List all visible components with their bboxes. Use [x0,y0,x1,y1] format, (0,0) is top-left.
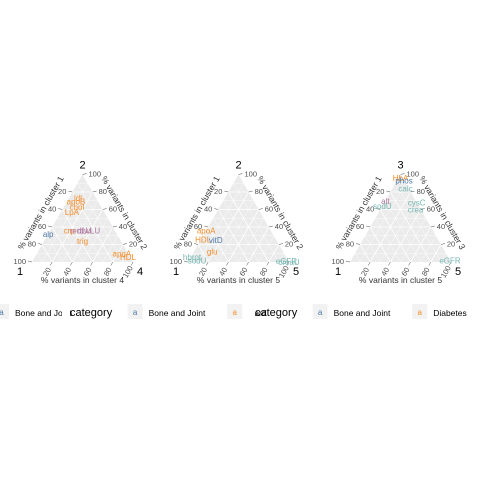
legend-title: category [255,307,298,319]
tick-mark [267,262,269,266]
tick-mark [259,209,263,210]
tick-mark [50,262,52,266]
tick-mark [269,226,273,227]
legend-glyph: a [318,308,323,317]
tick-mark [68,191,72,192]
data-label-calc: calc [398,185,412,194]
tick-mark [239,174,243,175]
data-label-sodu: sodU [188,256,207,265]
tick-mark [366,226,370,227]
data-label-glu: glu [207,248,218,257]
tick-mark [214,209,218,210]
tick-label-left: 100 [331,257,344,266]
tick-mark [111,262,113,266]
tick-mark [131,262,133,266]
axis-title-bottom: % variants in cluster 5 [197,275,280,285]
legend-gap [62,300,70,320]
tick-mark [226,262,228,266]
tick-label-left: 100 [169,257,182,266]
data-label-crea: crea [408,206,424,215]
legend-1: a Bone and Joint [0,304,72,319]
data-label-alp: alp [43,230,54,239]
corner-label-right: 4 [137,266,143,278]
corner-label-right: 5 [455,266,461,278]
tick-mark [93,191,97,192]
tick-mark [224,191,228,192]
tick-label-right: 100 [245,170,258,179]
data-label-vitd: vitD [209,236,223,245]
tick-mark [388,262,390,266]
corner-label-right: 5 [293,266,299,278]
tick-mark [28,261,32,262]
corner-label-left: 1 [335,266,341,278]
data-label-sodu: sodU [373,202,392,211]
legend-glyph: a [133,308,138,317]
axis-title-bottom: % variants in cluster 4 [41,275,124,285]
tick-mark [91,262,93,266]
legend-entry-label: Bone and Joint [334,308,391,318]
data-label-egfr: eGFR [439,256,461,265]
tick-mark [48,226,52,227]
tick-mark [279,244,283,245]
data-label-hdl: HDL [120,253,137,262]
tick-mark [431,226,435,227]
tick-mark [206,262,208,266]
corner-label-top: 2 [235,160,241,172]
legend-glyph: a [417,308,422,317]
axis-title-bottom: % variants in cluster 5 [359,275,442,285]
tick-label-right: 100 [89,170,102,179]
tick-mark [113,226,117,227]
tick-mark [441,244,445,245]
corner-label-top: 3 [397,160,403,172]
data-label-lpa: LpA [65,208,80,217]
tick-mark [346,261,350,262]
data-label-trig: trig [77,237,88,246]
legend-2: category a Bone and Joint a Card [70,304,267,319]
tick-mark [356,244,360,245]
data-label-creau: creaU [278,258,300,267]
tick-mark [386,191,390,192]
data-label-apoa: apoA [197,227,216,236]
data-label-rdwlu: rdwLU [77,227,100,236]
tick-mark [247,262,249,266]
legend-entry-label: Diabetes [433,308,467,318]
tick-mark [249,191,253,192]
tick-mark [70,262,72,266]
tick-mark [58,209,62,210]
legend-glyph: a [0,308,4,317]
tick-label-left: 100 [13,257,26,266]
legend-gap [248,300,255,320]
tick-mark [409,262,411,266]
tick-mark [123,244,127,245]
legend-title: category [70,307,113,319]
tick-mark [83,174,87,175]
legend-entry-label: Bone and Joint [149,308,206,318]
tick-mark [38,244,42,245]
tick-mark [103,209,107,210]
corner-label-left: 1 [17,266,23,278]
ternary-panel-3: 20 40 60 80 100204060801002040608010031 5% va… [331,160,467,285]
corner-label-left: 1 [173,266,179,278]
tick-mark [429,262,431,266]
corner-label-top: 2 [79,160,85,172]
tick-mark [368,262,370,266]
legend-glyph: a [232,308,237,317]
